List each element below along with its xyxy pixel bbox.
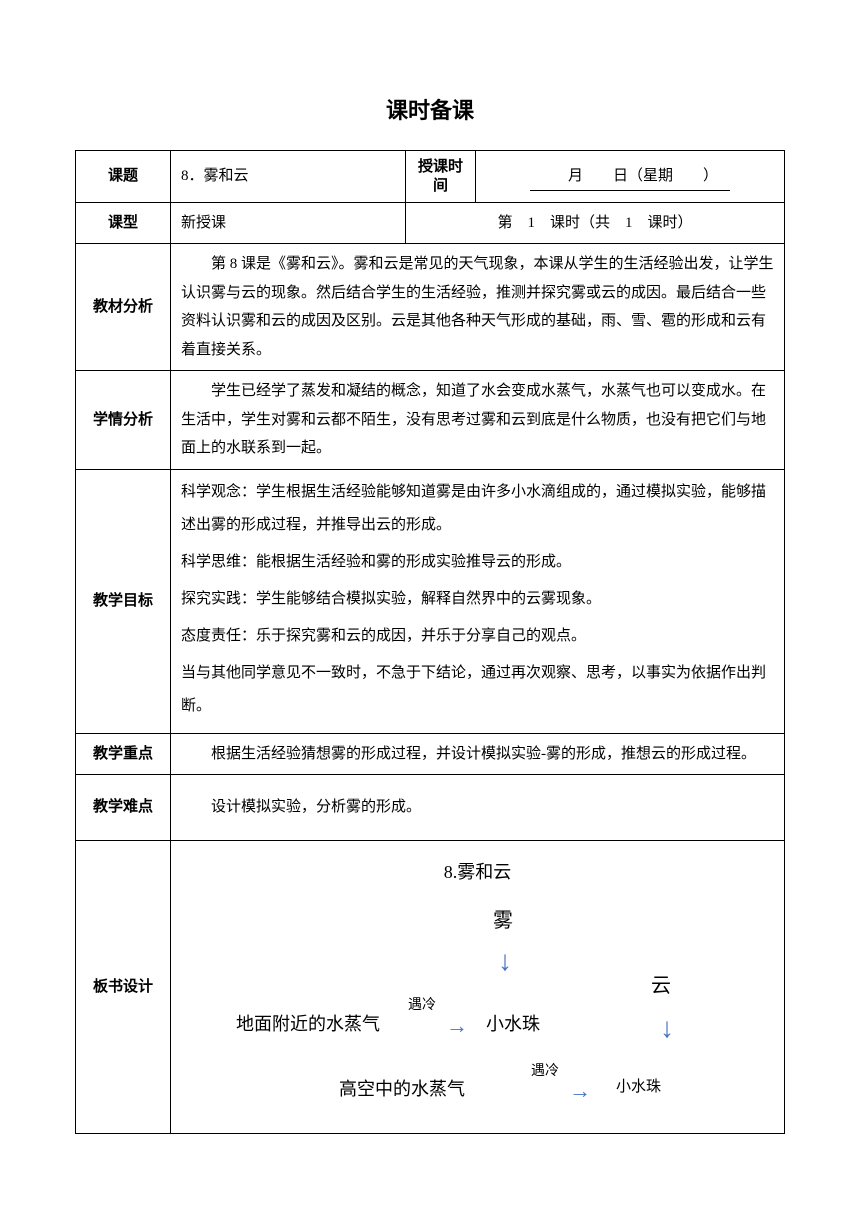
goal-para: 当与其他同学意见不一致时，不急于下结论，通过再次观察、思考，以事实为依据作出判断… [181,657,774,723]
goal-para: 科学思维：能根据生活经验和雾的形成实验推导云的形成。 [181,546,774,579]
table-row: 教材分析 第 8 课是《雾和云》。雾和云是常见的天气现象，本课从学生的生活经验出… [76,244,785,371]
time-value: 月 日（星期 ） [476,150,785,202]
table-row: 课型 新授课 第 1 课时（共 1 课时） [76,202,785,244]
material-value: 第 8 课是《雾和云》。雾和云是常见的天气现象，本课从学生的生活经验出发，让学生… [171,244,785,371]
diagram-droplet: 小水珠 [486,1007,540,1041]
lesson-plan-table: 课题 8．雾和云 授课时间 月 日（星期 ） 课型 新授课 第 1 课时（共 1… [75,150,785,1134]
time-label: 授课时间 [406,150,476,202]
diagram-ground-vapor: 地面附近的水蒸气 [236,1007,380,1041]
type-value: 新授课 [171,202,406,244]
table-row: 课题 8．雾和云 授课时间 月 日（星期 ） [76,150,785,202]
goal-para: 科学观念：学生根据生活经验能够知道雾是由许多小水滴组成的，通过模拟实验，能够描述… [181,476,774,542]
table-row: 板书设计 8.雾和云 雾 ↓ 云 遇冷 地面附近的水蒸气 → 小水珠 ↓ 遇冷 … [76,840,785,1133]
period-value: 第 1 课时（共 1 课时） [406,202,785,244]
topic-value: 8．雾和云 [171,150,406,202]
board-diagram-cell: 8.雾和云 雾 ↓ 云 遇冷 地面附近的水蒸气 → 小水珠 ↓ 遇冷 高空中的水… [171,840,785,1133]
goal-para: 探究实践：学生能够结合模拟实验，解释自然界中的云雾现象。 [181,583,774,616]
board-diagram: 8.雾和云 雾 ↓ 云 遇冷 地面附近的水蒸气 → 小水珠 ↓ 遇冷 高空中的水… [181,847,774,1127]
table-row: 教学难点 设计模拟实验，分析雾的形成。 [76,775,785,841]
difficulty-label: 教学难点 [76,775,171,841]
material-label: 教材分析 [76,244,171,371]
arrow-right-icon: → [446,1005,468,1047]
type-label: 课型 [76,202,171,244]
arrow-down-icon: ↓ [498,935,512,988]
diagram-cold-label: 遇冷 [408,993,436,1020]
board-label: 板书设计 [76,840,171,1133]
goal-para: 态度责任：乐于探究雾和云的成因，并乐于分享自己的观点。 [181,620,774,653]
difficulty-value: 设计模拟实验，分析雾的形成。 [171,775,785,841]
diagram-cloud: 云 [651,967,671,1005]
student-label: 学情分析 [76,371,171,470]
page-title: 课时备课 [75,90,785,132]
arrow-down-icon: ↓ [660,1002,674,1055]
diagram-title: 8.雾和云 [444,855,512,889]
table-row: 学情分析 学生已经学了蒸发和凝结的概念，知道了水会变成水蒸气，水蒸气也可以变成水… [76,371,785,470]
table-row: 教学目标 科学观念：学生根据生活经验能够知道雾是由许多小水滴组成的，通过模拟实验… [76,469,785,733]
arrow-right-icon: → [569,1070,591,1112]
diagram-sky-vapor: 高空中的水蒸气 [339,1072,465,1106]
focus-value: 根据生活经验猜想雾的形成过程，并设计模拟实验-雾的形成，推想云的形成过程。 [171,733,785,775]
diagram-droplet: 小水珠 [616,1073,661,1102]
table-row: 教学重点 根据生活经验猜想雾的形成过程，并设计模拟实验-雾的形成，推想云的形成过… [76,733,785,775]
goal-value: 科学观念：学生根据生活经验能够知道雾是由许多小水滴组成的，通过模拟实验，能够描述… [171,469,785,733]
topic-label: 课题 [76,150,171,202]
goal-label: 教学目标 [76,469,171,733]
diagram-cold-label: 遇冷 [531,1059,559,1086]
student-value: 学生已经学了蒸发和凝结的概念，知道了水会变成水蒸气，水蒸气也可以变成水。在生活中… [171,371,785,470]
focus-label: 教学重点 [76,733,171,775]
